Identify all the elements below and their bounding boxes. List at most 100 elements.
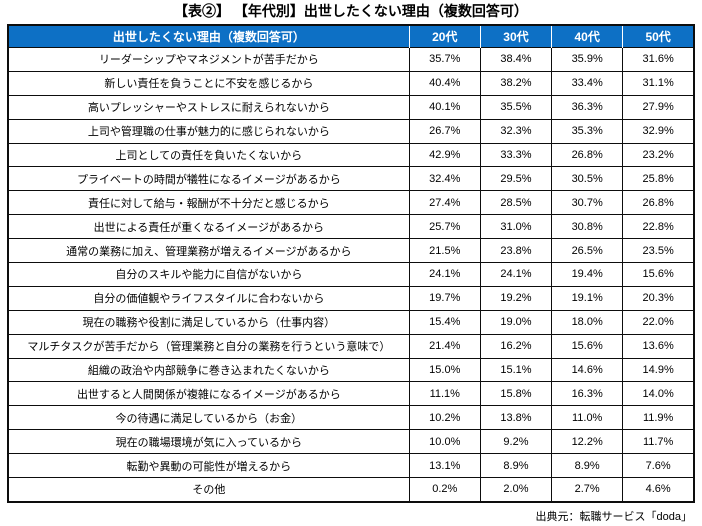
value-cell: 36.3% [551, 94, 624, 120]
value-cell: 35.3% [551, 118, 624, 144]
value-cell: 8.9% [479, 453, 553, 479]
value-cell: 16.3% [551, 381, 624, 407]
value-cell: 9.2% [479, 429, 553, 455]
value-cell: 14.0% [622, 381, 695, 407]
table-row: 出世による責任が重くなるイメージがあるから 25.7% 31.0% 30.8% 22.8… [7, 214, 695, 240]
reason-cell: 責任に対して給与・報酬が不十分だと感じるから [7, 190, 410, 216]
value-cell: 12.2% [551, 429, 624, 455]
value-cell: 24.1% [408, 262, 481, 287]
reason-cell: 自分の価値観やライフスタイルに合わないから [7, 285, 410, 311]
reason-cell: その他 [7, 477, 410, 503]
value-cell: 35.9% [551, 47, 624, 72]
table-row: 高いプレッシャーやストレスに耐えられないから 40.1% 35.5% 36.3% 27.… [7, 94, 695, 120]
value-cell: 19.0% [479, 309, 553, 335]
value-cell: 15.8% [479, 381, 553, 407]
value-cell: 26.7% [408, 118, 481, 144]
table-row: 今の待遇に満足しているから（お金） 10.2% 13.8% 11.0% 11.9% [7, 405, 695, 431]
value-cell: 7.6% [622, 453, 695, 479]
value-cell: 15.1% [479, 357, 553, 383]
reasons-table: 出世したくない理由（複数回答可） 20代 30代 40代 50代 リーダーシップ… [7, 24, 695, 503]
table-row: リーダーシップやマネジメントが苦手だから 35.7% 38.4% 35.9% 31.6% [7, 47, 695, 72]
reason-cell: プライベートの時間が犠牲になるイメージがあるから [7, 166, 410, 192]
value-cell: 4.6% [622, 477, 695, 503]
value-cell: 16.2% [479, 333, 553, 359]
value-cell: 28.5% [479, 190, 553, 216]
column-header-40s: 40代 [551, 25, 624, 48]
value-cell: 32.9% [622, 118, 695, 144]
value-cell: 24.1% [479, 262, 553, 287]
value-cell: 33.4% [551, 70, 624, 96]
table-row: 組織の政治や内部競争に巻き込まれたくないから 15.0% 15.1% 14.6% 14.… [7, 357, 695, 383]
value-cell: 2.0% [479, 477, 553, 503]
value-cell: 31.1% [622, 70, 695, 96]
value-cell: 22.8% [622, 214, 695, 240]
reason-cell: 上司としての責任を負いたくないから [7, 142, 410, 168]
value-cell: 23.2% [622, 142, 695, 168]
value-cell: 19.1% [551, 285, 624, 311]
value-cell: 15.6% [551, 333, 624, 359]
value-cell: 38.2% [479, 70, 553, 96]
value-cell: 26.8% [551, 142, 624, 168]
table-row: 上司や管理職の仕事が魅力的に感じられないから 26.7% 32.3% 35.3% 32.… [7, 118, 695, 144]
table-row: 上司としての責任を負いたくないから 42.9% 33.3% 26.8% 23.2% [7, 142, 695, 168]
value-cell: 13.1% [408, 453, 481, 479]
value-cell: 13.6% [622, 333, 695, 359]
value-cell: 32.4% [408, 166, 481, 192]
value-cell: 23.5% [622, 238, 695, 264]
table-row: 新しい責任を負うことに不安を感じるから 40.4% 38.2% 33.4% 31.1% [7, 70, 695, 96]
value-cell: 11.0% [551, 405, 624, 431]
header-row: 出世したくない理由（複数回答可） 20代 30代 40代 50代 [8, 25, 694, 48]
column-header-20s: 20代 [409, 25, 481, 48]
column-header-30s: 30代 [480, 25, 553, 48]
value-cell: 19.7% [408, 285, 481, 311]
value-cell: 29.5% [479, 166, 553, 192]
page-title: 【表②】 【年代別】出世したくない理由（複数回答可） [174, 3, 528, 19]
value-cell: 25.8% [622, 166, 695, 192]
reason-cell: 高いプレッシャーやストレスに耐えられないから [7, 94, 410, 120]
reason-cell: 出世による責任が重くなるイメージがあるから [7, 214, 410, 240]
value-cell: 38.4% [479, 47, 553, 72]
value-cell: 11.1% [408, 381, 481, 407]
value-cell: 23.8% [479, 238, 553, 264]
table-row: 転勤や異動の可能性が増えるから 13.1% 8.9% 8.9% 7.6% [7, 453, 695, 479]
value-cell: 26.8% [622, 190, 695, 216]
value-cell: 2.7% [551, 477, 624, 503]
value-cell: 15.6% [622, 262, 695, 287]
table-row: 責任に対して給与・報酬が不十分だと感じるから 27.4% 28.5% 30.7% 26.… [7, 190, 695, 216]
value-cell: 21.5% [408, 238, 481, 264]
value-cell: 35.5% [479, 94, 553, 120]
value-cell: 40.1% [408, 94, 481, 120]
value-cell: 18.0% [551, 309, 624, 335]
value-cell: 42.9% [408, 142, 481, 168]
table-row: 現在の職務や役割に満足しているから（仕事内容） 15.4% 19.0% 18.0% 22… [7, 309, 695, 335]
column-header-50s: 50代 [622, 25, 694, 48]
value-cell: 31.0% [479, 214, 553, 240]
reason-cell: 新しい責任を負うことに不安を感じるから [7, 70, 410, 96]
reason-cell: 自分のスキルや能力に自信がないから [7, 262, 410, 287]
value-cell: 13.8% [479, 405, 553, 431]
table-row: プライベートの時間が犠牲になるイメージがあるから 32.4% 29.5% 30.5% 2… [7, 166, 695, 192]
source-note: 出典元：転職サービス「doda」 [535, 510, 692, 523]
value-cell: 19.4% [551, 262, 624, 287]
value-cell: 8.9% [551, 453, 624, 479]
value-cell: 15.0% [408, 357, 481, 383]
value-cell: 22.0% [622, 309, 695, 335]
value-cell: 33.3% [479, 142, 553, 168]
value-cell: 30.8% [551, 214, 624, 240]
value-cell: 30.5% [551, 166, 624, 192]
table-row: 通常の業務に加え、管理業務が増えるイメージがあるから 21.5% 23.8% 26.5… [7, 238, 695, 264]
value-cell: 10.2% [408, 405, 481, 431]
value-cell: 11.9% [622, 405, 695, 431]
value-cell: 40.4% [408, 70, 481, 96]
value-cell: 14.9% [622, 357, 695, 383]
value-cell: 19.2% [479, 285, 553, 311]
column-header-reason: 出世したくない理由（複数回答可） [8, 25, 410, 48]
reason-cell: 組織の政治や内部競争に巻き込まれたくないから [7, 357, 410, 383]
reason-cell: 出世すると人間関係が複雑になるイメージがあるから [7, 381, 410, 407]
value-cell: 27.4% [408, 190, 481, 216]
value-cell: 14.6% [551, 357, 624, 383]
value-cell: 11.7% [622, 429, 695, 455]
table-row: 現在の職場環境が気に入っているから 10.0% 9.2% 12.2% 11.7% [7, 429, 695, 455]
value-cell: 20.3% [622, 285, 695, 311]
